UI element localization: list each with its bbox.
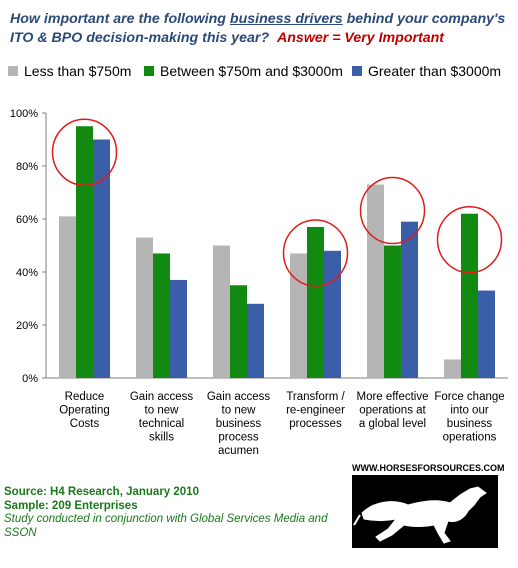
y-tick-label: 0% xyxy=(22,373,38,385)
bar-s2-c6 xyxy=(461,213,478,378)
bar-s2-c5 xyxy=(384,245,401,378)
bar-s2-c4 xyxy=(307,226,324,378)
category-label: skills xyxy=(149,432,174,444)
bar-s1-c6 xyxy=(444,359,461,378)
category-label: into our xyxy=(450,405,489,417)
bar-s3-c1 xyxy=(93,139,110,378)
legend-item-1: Less than $750m xyxy=(8,63,131,79)
horse-logo xyxy=(352,475,498,548)
category-label: process xyxy=(218,432,259,444)
chart-title: How important are the following business… xyxy=(10,10,515,48)
study-text: Study conducted in conjunction with Glob… xyxy=(4,513,328,539)
source-block: Source: H4 Research, January 2010 Sample… xyxy=(4,486,349,540)
highlight-circle xyxy=(359,176,426,245)
bar-s1-c3 xyxy=(213,245,230,378)
category-label: Reduce xyxy=(65,391,105,403)
category-label: Force change xyxy=(434,391,504,403)
bar-s1-c2 xyxy=(136,237,153,378)
logo-url: WWW.HORSESFORSOURCES.COM xyxy=(352,463,505,473)
title-part-2: behind your company's ITO & BPO decision… xyxy=(10,11,506,46)
category-label: Operating xyxy=(59,405,110,417)
y-tick-label: 80% xyxy=(16,161,38,173)
bar-s2-c3 xyxy=(230,285,247,378)
legend: Less than $750m Between $750m and $3000m… xyxy=(4,63,516,83)
bar-s1-c1 xyxy=(59,216,76,378)
bar-s1-c5 xyxy=(367,184,384,378)
bar-s3-c4 xyxy=(324,250,341,378)
category-label: a global level xyxy=(359,418,426,430)
category-label: processes xyxy=(289,418,342,430)
category-label: operations xyxy=(443,432,497,444)
category-label: to new xyxy=(145,405,180,417)
category-label: to new xyxy=(222,405,257,417)
y-tick-label: 100% xyxy=(10,108,38,120)
legend-swatch-3 xyxy=(352,66,362,76)
legend-label-3: Greater than $3000m xyxy=(368,63,502,79)
category-label: technical xyxy=(139,418,184,430)
y-tick-label: 20% xyxy=(16,320,38,332)
legend-swatch-2 xyxy=(144,66,154,76)
category-label: More effective xyxy=(356,391,428,403)
legend-label-1: Less than $750m xyxy=(24,63,132,79)
source-text: Source: H4 Research, January 2010 xyxy=(4,486,199,498)
y-tick-label: 60% xyxy=(16,214,38,226)
highlight-circle xyxy=(436,205,503,274)
category-label: re-engineer xyxy=(286,405,345,417)
category-label: business xyxy=(447,418,493,430)
title-underlined: business drivers xyxy=(229,11,343,27)
sample-text: Sample: 209 Enterprises xyxy=(4,499,138,512)
category-label: operations at xyxy=(359,405,426,417)
bar-s1-c4 xyxy=(290,253,307,378)
bar-s3-c6 xyxy=(478,290,495,378)
highlight-circle xyxy=(282,219,349,287)
category-label: Costs xyxy=(70,418,100,430)
category-label: business xyxy=(216,418,262,430)
category-label: Gain access xyxy=(207,391,271,403)
legend-item-2: Between $750m and $3000m xyxy=(144,63,343,79)
title-part-1: How important are the following xyxy=(10,11,230,27)
horse-icon xyxy=(353,486,487,544)
bar-s3-c2 xyxy=(170,279,187,378)
bar-s3-c3 xyxy=(247,303,264,378)
title-answer: Answer = Very Important xyxy=(277,30,445,46)
legend-label-2: Between $750m and $3000m xyxy=(160,63,343,79)
bar-s2-c1 xyxy=(76,126,93,378)
legend-swatch-1 xyxy=(8,66,18,76)
legend-item-3: Greater than $3000m xyxy=(352,63,501,79)
y-tick-label: 40% xyxy=(16,267,38,279)
category-label: Transform / xyxy=(286,391,345,403)
highlight-circle xyxy=(51,118,118,186)
category-label: acumen xyxy=(218,445,259,457)
category-label: Gain access xyxy=(130,391,194,403)
bar-s2-c2 xyxy=(153,253,170,378)
bar-s3-c5 xyxy=(401,221,418,378)
